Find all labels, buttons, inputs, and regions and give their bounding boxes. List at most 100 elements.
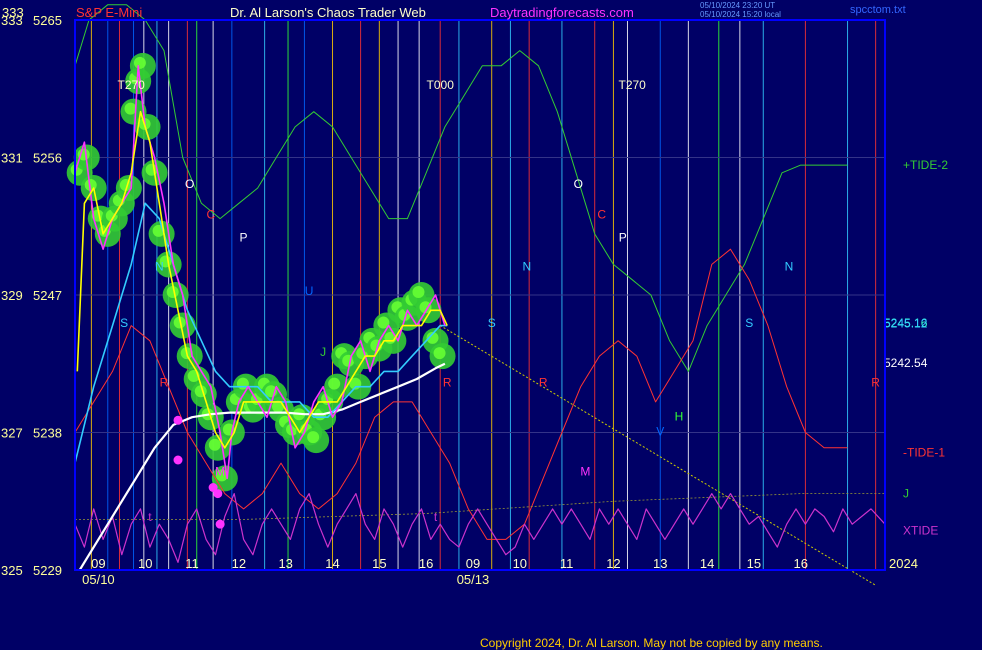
x-tick-2: 11 — [185, 556, 199, 571]
y-tick-left-2: 329 — [1, 288, 23, 303]
cycle-label-10: N — [522, 260, 531, 274]
energy-ball-core-16 — [173, 316, 186, 329]
x-tick-12: 13 — [653, 556, 667, 571]
timestamp-ut: 05/10/2024 23:20 UT — [700, 1, 776, 10]
series-ema_slow — [78, 362, 446, 571]
energy-ball-core-45 — [377, 316, 390, 329]
copyright-notice: Copyright 2024, Dr. Al Larson. May not b… — [480, 636, 823, 650]
header-left-label: 333 — [2, 5, 24, 20]
series-tide2 — [74, 4, 848, 372]
y-tick-left-4: 325 — [1, 563, 23, 578]
cycle-label-2: T270 — [618, 78, 646, 92]
series-lines — [74, 4, 886, 586]
pivot-dot-3 — [213, 489, 223, 499]
cycle-label-9: N — [155, 260, 164, 274]
energy-ball-core-50 — [412, 286, 425, 298]
x-tick-1: 10 — [138, 556, 152, 571]
cycle-label-20: R — [871, 376, 880, 390]
x-tick-13: 14 — [700, 556, 714, 571]
cycle-label-23: M — [215, 464, 225, 478]
price-label-0: 5245.16 — [884, 316, 928, 330]
cycle-label-19: R — [539, 376, 548, 390]
y-tick-left-3: 327 — [1, 426, 23, 441]
chart-title: Dr. Al Larson's Chaos Trader Web — [230, 5, 426, 20]
x-tick-0: 09 — [91, 556, 105, 571]
cycle-label-8: P — [619, 231, 627, 245]
y-tick-left-0: 333 — [1, 13, 23, 28]
series-label-3: XTIDE — [903, 523, 938, 537]
x-tick-10: 11 — [560, 556, 574, 571]
pivot-dot-2 — [208, 483, 218, 492]
x-tick-5: 14 — [325, 556, 339, 571]
cycle-label-0: T270 — [118, 78, 146, 92]
cycle-label-5: C — [206, 208, 215, 222]
series-label-1: -TIDE-1 — [903, 445, 945, 459]
energy-ball-core-53 — [433, 347, 446, 360]
cycle-label-7: P — [240, 231, 248, 245]
y-tick-price-1: 5256 — [33, 151, 62, 166]
series-price — [74, 65, 446, 480]
y-tick-price-4: 5229 — [33, 563, 62, 578]
energy-ball-core-52 — [426, 331, 439, 344]
date-label-1: 05/13 — [457, 572, 490, 587]
energy-ball-core-22 — [215, 469, 228, 482]
cycle-label-18: R — [443, 376, 452, 390]
cycle-label-11: N — [785, 260, 794, 274]
series-label-0: +TIDE-2 — [903, 158, 948, 172]
cycle-label-12: S — [120, 316, 128, 330]
y-tick-price-2: 5247 — [33, 288, 62, 303]
x-tick-14: 15 — [747, 556, 761, 571]
energy-ball-core-35 — [307, 431, 320, 444]
site-link[interactable]: Daytradingforecasts.com — [490, 5, 634, 20]
x-tick-3: 12 — [232, 556, 246, 571]
cycle-label-4: O — [574, 177, 583, 191]
x-tick-6: 15 — [372, 556, 386, 571]
x-tick-15: 16 — [793, 556, 807, 571]
x-tick-11: 12 — [606, 556, 620, 571]
data-file-name: spcctom.txt — [850, 4, 906, 16]
x-tick-9: 10 — [513, 556, 527, 571]
pivot-dot-1 — [173, 455, 183, 465]
cycle-label-6: C — [597, 208, 606, 222]
cycle-label-24: M — [580, 464, 590, 478]
y-tick-left-1: 331 — [1, 151, 23, 166]
trend-line — [439, 325, 876, 586]
series-xtide — [74, 493, 886, 564]
energy-ball-core-10 — [133, 56, 146, 69]
cycle-label-3: O — [185, 177, 194, 191]
series-tide1 — [74, 248, 848, 540]
energy-balls — [66, 52, 456, 492]
marker-dots — [173, 415, 225, 529]
energy-ball-core-21 — [208, 438, 221, 451]
cycle-label-1: T000 — [427, 78, 455, 92]
x-tick-4: 13 — [278, 556, 292, 571]
x-tick-8: 09 — [466, 556, 480, 571]
price-label-1: 5245.12 — [884, 317, 928, 331]
x-tick-7: 16 — [419, 556, 433, 571]
series-xtide_flat — [75, 493, 885, 520]
cycle-label-25: t — [148, 510, 152, 524]
price-label-2: 5242.54 — [884, 356, 928, 370]
cycle-label-17: R — [160, 376, 169, 390]
y-tick-price-3: 5238 — [33, 426, 62, 441]
cycle-label-16: J — [320, 345, 326, 359]
cycle-label-26: t — [434, 510, 438, 524]
cycle-label-21: H — [675, 409, 684, 423]
instrument-name: S&P E-Mini — [76, 5, 143, 20]
axis-labels: 333 5265 331 5256 329 5247 327 5238 325 5229 09 10 1… — [1, 13, 918, 587]
plot-border — [74, 19, 886, 571]
series-ema_fast — [76, 110, 448, 449]
energy-ball-core-8 — [124, 102, 137, 115]
timestamp-local: 05/10/2024 15:20 local — [700, 10, 781, 19]
cycle-label-14: S — [745, 316, 753, 330]
pivot-dot-4 — [215, 519, 225, 529]
series-label-2: J — [903, 487, 909, 501]
cycle-label-15: U — [305, 284, 314, 298]
energy-ball-core-30 — [272, 400, 285, 413]
y-tick-price-0: 5265 — [33, 13, 62, 28]
year-label: 2024 — [889, 556, 918, 571]
pivot-dot-0 — [173, 415, 183, 425]
energy-ball-core-38 — [328, 377, 341, 390]
